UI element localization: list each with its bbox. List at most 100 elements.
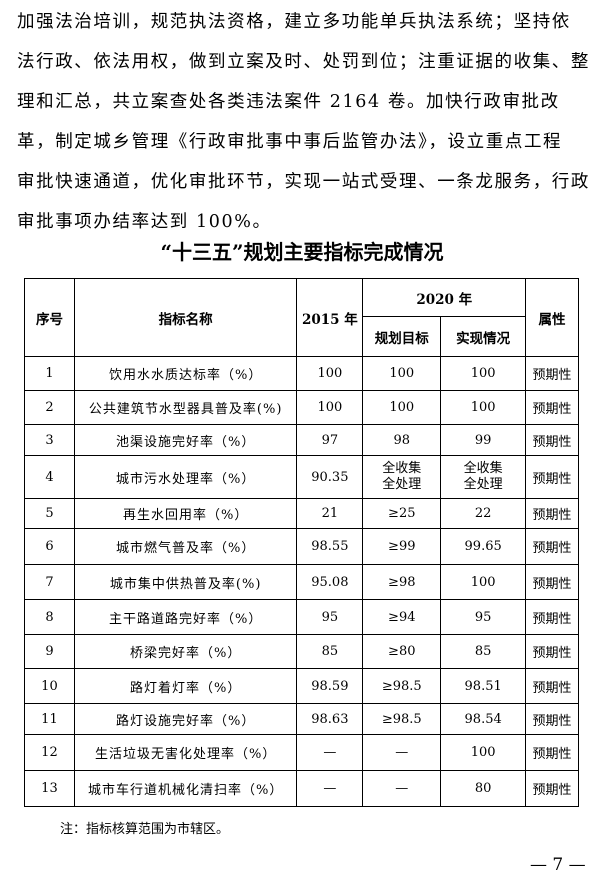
- body-paragraph: 加强法治培训，规范执法资格，建立多功能单兵执法系统；坚持依 法行政、依法用权，做…: [17, 4, 603, 244]
- cell-2015: 100: [296, 356, 364, 391]
- cell-actual: 98.54: [440, 703, 527, 735]
- cell-index: 10: [24, 668, 75, 704]
- table-row: 7 城市集中供热普及率(%) 95.08 ≥98 100 预期性: [24, 564, 579, 600]
- cell-attr: 预期性: [525, 734, 579, 771]
- cell-target: ≥98.5: [362, 668, 442, 704]
- header-attr: 属性: [525, 278, 579, 357]
- table-row: 10 路灯着灯率（%） 98.59 ≥98.5 98.51 预期性: [24, 668, 579, 704]
- table-row: 9 桥梁完好率（%） 85 ≥80 85 预期性: [24, 634, 579, 669]
- paragraph-line: 法行政、依法用权，做到立案及时、处罚到位；注重证据的收集、整: [17, 52, 590, 72]
- paragraph-line: 审批快速通道，优化审批环节，实现一站式受理、一条龙服务，行政: [17, 172, 590, 192]
- cell-index: 13: [24, 770, 75, 807]
- cell-target: —: [362, 770, 442, 807]
- cell-target: 100: [362, 356, 442, 391]
- table-row: 3 池渠设施完好率（%） 97 98 99 预期性: [24, 424, 579, 456]
- cell-attr: 预期性: [525, 564, 579, 600]
- cell-2015: 98.55: [296, 528, 364, 565]
- table-note: 注：指标核算范围为市辖区。: [60, 822, 230, 837]
- table-title: “十三五”规划主要指标完成情况: [160, 240, 444, 264]
- cell-index: 5: [24, 498, 75, 529]
- cell-attr: 预期性: [525, 390, 579, 425]
- cell-2015: 98.63: [296, 703, 364, 735]
- cell-attr: 预期性: [525, 668, 579, 704]
- table-row: 1 饮用水水质达标率（%） 100 100 100 预期性: [24, 356, 579, 391]
- header-2020: 2020 年: [362, 278, 527, 317]
- cell-target: ≥98.5: [362, 703, 442, 735]
- table-row: 2 公共建筑节水型器具普及率(%) 100 100 100 预期性: [24, 390, 579, 425]
- cell-index: 11: [24, 703, 75, 735]
- paragraph-line: 审批事项办结率达到 100%。: [17, 212, 272, 232]
- cell-index: 7: [24, 564, 75, 600]
- cell-actual: 100: [440, 564, 527, 600]
- cell-attr: 预期性: [525, 770, 579, 807]
- table-row: 13 城市车行道机械化清扫率（%） — —80 预期性: [24, 770, 579, 807]
- cell-index: 12: [24, 734, 75, 771]
- cell-target: ≥94: [362, 599, 442, 635]
- cell-actual: 98.51: [440, 668, 527, 704]
- cell-target: 100: [362, 390, 442, 425]
- cell-2015: —: [296, 734, 364, 771]
- cell-actual: 100: [440, 356, 527, 391]
- cell-target: —: [362, 734, 442, 771]
- cell-name: 主干路道路完好率（%）: [73, 599, 298, 635]
- cell-actual: 99: [440, 424, 527, 456]
- cell-attr: 预期性: [525, 455, 579, 499]
- cell-name: 城市燃气普及率（%）: [73, 528, 298, 565]
- cell-target: ≥99: [362, 528, 442, 565]
- cell-attr: 预期性: [525, 424, 579, 456]
- cell-name: 再生水回用率（%）: [73, 498, 298, 529]
- cell-2015: 100: [296, 390, 364, 425]
- paragraph-line: 理和汇总，共立案查处各类违法案件 2164 卷。加快行政审批改: [17, 92, 560, 112]
- cell-2015: 85: [296, 634, 364, 669]
- header-2015: 2015 年: [296, 278, 364, 357]
- cell-name: 路灯着灯率（%）: [73, 668, 298, 704]
- cell-actual: 22: [440, 498, 527, 529]
- paragraph-line: 革，制定城乡管理《行政审批事中事后监管办法》，设立重点工程: [17, 132, 563, 152]
- cell-actual: 全收集 全处理: [440, 455, 527, 499]
- cell-index: 9: [24, 634, 75, 669]
- header-name: 指标名称: [73, 278, 298, 357]
- cell-index: 3: [24, 424, 75, 456]
- cell-target: 全收集 全处理: [362, 455, 442, 499]
- cell-attr: 预期性: [525, 528, 579, 565]
- cell-name: 饮用水水质达标率（%）: [73, 356, 298, 391]
- cell-target: ≥80: [362, 634, 442, 669]
- cell-name: 池渠设施完好率（%）: [73, 424, 298, 456]
- cell-name: 路灯设施完好率（%）: [73, 703, 298, 735]
- header-index: 序号: [24, 278, 75, 357]
- cell-actual: 100: [440, 734, 527, 771]
- header-actual: 实现情况: [440, 316, 527, 357]
- cell-attr: 预期性: [525, 356, 579, 391]
- cell-index: 6: [24, 528, 75, 565]
- table-row: 8 主干路道路完好率（%） 95 ≥94 95 预期性: [24, 599, 579, 635]
- cell-actual: 95: [440, 599, 527, 635]
- cell-name: 城市污水处理率（%）: [73, 455, 298, 499]
- cell-attr: 预期性: [525, 634, 579, 669]
- cell-attr: 预期性: [525, 599, 579, 635]
- cell-name: 生活垃圾无害化处理率（%）: [73, 734, 298, 771]
- cell-index: 4: [24, 455, 75, 499]
- cell-attr: 预期性: [525, 498, 579, 529]
- cell-2015: 98.59: [296, 668, 364, 704]
- table-row: 6 城市燃气普及率（%） 98.55 ≥99 99.65 预期性: [24, 528, 579, 565]
- cell-index: 8: [24, 599, 75, 635]
- cell-2015: 95: [296, 599, 364, 635]
- indicator-table: 序号 指标名称 2015 年 2020 年 属性 规划目标 实现情况 1 饮用水水…: [24, 278, 579, 807]
- cell-name: 城市车行道机械化清扫率（%）: [73, 770, 298, 807]
- table-row: 11 路灯设施完好率（%） 98.63 ≥98.5 98.54 预期性: [24, 703, 579, 735]
- cell-actual: 99.65: [440, 528, 527, 565]
- cell-target: 98: [362, 424, 442, 456]
- cell-actual: 100: [440, 390, 527, 425]
- table-row: 5 再生水回用率（%） 21 ≥25 22 预期性: [24, 498, 579, 529]
- cell-index: 1: [24, 356, 75, 391]
- cell-actual: 80: [440, 770, 527, 807]
- cell-target: ≥98: [362, 564, 442, 600]
- cell-2015: —: [296, 770, 364, 807]
- cell-index: 2: [24, 390, 75, 425]
- cell-actual: 85: [440, 634, 527, 669]
- table-row: 12 生活垃圾无害化处理率（%） — —100 预期性: [24, 734, 579, 771]
- table-row: 4 城市污水处理率（%） 90.35 全收集 全处理 全收集 全处理 预期性: [24, 455, 579, 499]
- cell-name: 桥梁完好率（%）: [73, 634, 298, 669]
- cell-2015: 90.35: [296, 455, 364, 499]
- cell-2015: 21: [296, 498, 364, 529]
